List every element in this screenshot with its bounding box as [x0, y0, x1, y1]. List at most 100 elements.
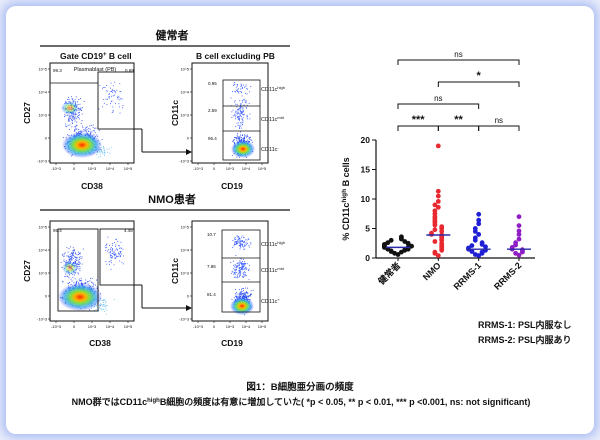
flow-event-dot	[248, 246, 250, 248]
flow-event-dot	[103, 102, 105, 104]
flow-event-dot	[236, 274, 238, 276]
flow-event-dot	[241, 262, 242, 264]
flow-event-dot	[237, 136, 238, 138]
flow-event-dot	[78, 258, 80, 260]
flow-event-dot	[244, 100, 246, 102]
flow-event-dot	[118, 245, 120, 247]
flow-event-dot	[239, 296, 241, 298]
flow-event-dot	[78, 111, 80, 113]
flow-event-dot	[236, 139, 238, 141]
flow-event-dot	[65, 273, 67, 275]
flow-event-dot	[63, 256, 65, 258]
flow-event-dot	[237, 133, 238, 135]
flow-event-dot	[234, 114, 236, 116]
flow-event-dot	[73, 100, 75, 102]
flow-event-dot	[240, 293, 242, 295]
flow-event-dot	[236, 293, 238, 295]
flow-event-dot	[238, 271, 240, 273]
flow-event-dot	[111, 112, 113, 113]
flow-event-dot	[245, 287, 246, 289]
flow-event-dot	[103, 304, 105, 306]
flow-event-dot	[106, 244, 107, 246]
flow-event-dot	[122, 107, 123, 109]
flow-event-dot	[242, 124, 243, 126]
flow-event-dot	[61, 254, 63, 256]
flow-event-dot	[72, 250, 74, 251]
flow-event-dot	[112, 252, 114, 254]
flow-event-dot	[242, 99, 244, 101]
flow-event-dot	[239, 238, 241, 239]
flow-event-dot	[245, 297, 247, 298]
flow-event-dot	[245, 100, 247, 102]
flow-event-dot	[249, 295, 251, 297]
flow-event-dot	[238, 116, 240, 117]
flow-event-dot	[248, 239, 250, 240]
flow-event-dot	[71, 114, 73, 116]
flow-event-dot	[115, 239, 117, 240]
flow-event-dot	[106, 98, 108, 100]
flow-event-dot	[243, 295, 245, 297]
flow-event-dot	[238, 271, 240, 273]
flow-x-tick-label: 10^5	[124, 324, 133, 329]
flow-event-dot	[241, 84, 243, 86]
flow-event-dot	[77, 259, 79, 261]
flow-event-dot	[242, 107, 244, 109]
flow-event-dot	[120, 255, 121, 257]
flow-event-dot	[242, 87, 243, 89]
flow-event-dot	[119, 247, 121, 249]
flow-event-dot	[75, 261, 76, 262]
top-left-xlabel: CD38	[81, 181, 103, 191]
flow-event-dot	[117, 240, 119, 242]
flow-event-dot	[70, 255, 72, 257]
flow-event-dot	[79, 253, 80, 254]
flow-event-dot	[233, 142, 235, 143]
flow-event-dot	[73, 116, 75, 117]
chart-data-point	[432, 202, 438, 208]
bottom-gate-pct-pos: 81.4	[207, 292, 216, 297]
flow-event-dot	[64, 252, 66, 254]
flow-event-dot	[238, 116, 240, 118]
chart-data-point	[516, 214, 522, 220]
flow-event-dot	[83, 129, 85, 130]
flow-event-dot	[74, 98, 76, 100]
flow-event-dot	[71, 98, 73, 100]
flow-event-dot	[236, 134, 238, 136]
flow-event-dot	[248, 138, 250, 139]
flow-event-dot	[67, 99, 69, 100]
flow-event-dot	[231, 155, 233, 156]
flow-event-dot	[75, 282, 77, 284]
flow-event-dot	[241, 86, 243, 88]
flow-event-dot	[246, 107, 247, 109]
flow-event-dot	[116, 248, 117, 250]
flow-event-dot	[122, 263, 124, 265]
flow-event-dot	[243, 237, 245, 238]
flow-event-dot	[63, 259, 65, 261]
flow-event-dot	[237, 109, 239, 110]
flow-event-dot	[117, 96, 118, 98]
flow-x-tick-label: -10^3	[193, 324, 204, 329]
flow-event-dot	[68, 256, 70, 258]
flow-event-dot	[230, 262, 232, 263]
flow-event-dot	[80, 122, 82, 124]
flow-event-dot	[244, 293, 246, 295]
flow-event-dot	[79, 280, 81, 282]
flow-event-dot	[104, 149, 106, 151]
flow-y-tick-label: 10^5	[38, 225, 47, 230]
flow-event-dot	[76, 254, 78, 256]
flow-event-dot	[239, 108, 241, 110]
flow-event-dot	[248, 137, 250, 138]
flow-event-dot	[70, 116, 72, 118]
flow-event-dot	[242, 264, 244, 266]
flow-event-dot	[238, 119, 240, 120]
flow-event-dot	[77, 112, 79, 114]
flow-event-dot	[71, 252, 72, 254]
flow-event-dot	[69, 260, 71, 262]
flow-event-dot	[75, 113, 77, 115]
flow-event-dot	[94, 127, 96, 129]
flow-event-dot	[236, 106, 238, 108]
chart-data-point	[439, 224, 445, 230]
flow-event-dot	[239, 119, 240, 121]
bottom-right-xlabel: CD19	[221, 338, 243, 348]
flow-event-dot	[240, 122, 242, 124]
flow-event-dot	[241, 263, 243, 264]
